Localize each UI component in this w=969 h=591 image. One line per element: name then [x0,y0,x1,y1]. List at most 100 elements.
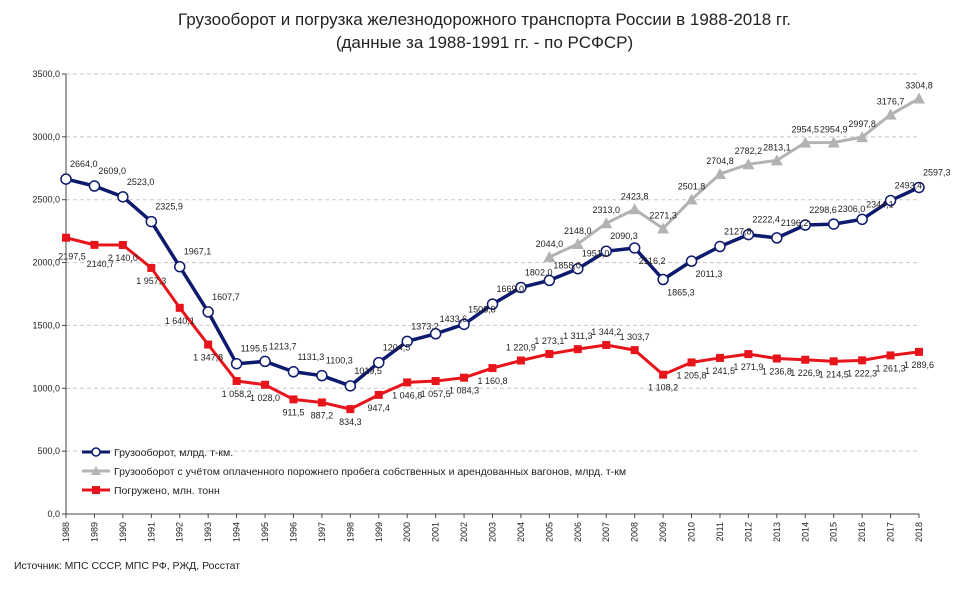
data-point [147,263,156,272]
x-tick-label: 2005 [544,522,554,542]
data-label: 2423,8 [621,191,649,201]
data-label: 1213,7 [269,341,297,351]
data-label: 2011,3 [696,269,723,279]
data-point [373,356,385,369]
data-point [515,281,527,294]
data-point [685,255,698,267]
data-label: 2704,8 [706,156,734,166]
data-point [602,341,611,350]
data-label: 1 108,2 [648,383,678,393]
legend-label: Грузооборот, млрд. т-км. [114,447,233,459]
data-label: 1 236,8 [762,367,792,377]
data-label: 2664,0 [70,159,98,169]
data-label: 2044,0 [536,239,564,249]
x-tick-label: 2011 [715,522,725,541]
x-tick-label: 2010 [687,522,697,542]
data-point [884,108,897,120]
x-tick-label: 2007 [601,522,611,542]
data-point [145,215,158,228]
data-label: 3304,8 [905,81,933,91]
data-label: 1 311,3 [563,331,592,341]
data-label: 1195,5 [241,344,268,354]
data-point [685,193,698,205]
data-label: 2493,4 [895,181,923,191]
y-tick-label: 1500,0 [32,320,60,330]
data-point [713,167,726,179]
data-label: 3176,7 [877,97,905,107]
data-label: 1 289,6 [904,360,934,370]
data-label: 1 957,3 [136,276,166,286]
data-point [572,262,584,275]
x-tick-label: 1990 [118,522,128,542]
x-tick-label: 1993 [203,522,213,542]
data-point [913,181,925,194]
data-label: 2196,2 [781,218,809,228]
data-point [600,217,613,229]
data-label: 1802,0 [525,267,553,277]
data-point [88,180,101,192]
legend-label: Погружено, млн. тонн [114,485,220,497]
x-tick-label: 2014 [800,522,810,542]
data-label: 2501,8 [678,181,706,191]
data-label: 2782,2 [735,146,763,156]
data-label: 2090,3 [610,231,638,241]
data-label: 1 271,9 [733,362,763,372]
data-point [259,355,271,368]
data-label: 1019,5 [354,366,382,376]
x-tick-label: 2009 [658,522,668,542]
data-label: 1 046,8 [392,390,422,400]
data-label: 947,4 [368,403,391,413]
data-point [772,354,781,363]
data-label: 1 160,8 [477,376,507,386]
data-point [600,245,612,257]
source-note: Источник: МПС СССР, МПС РФ, РЖД, Росстат [14,560,241,572]
data-label: 1 028,0 [250,393,280,403]
x-tick-label: 2017 [886,522,896,542]
data-label: 1 084,3 [449,386,479,396]
legend-marker [92,486,100,494]
x-tick-label: 2013 [772,522,782,542]
data-point [628,242,641,254]
data-point [742,158,755,170]
x-tick-label: 2001 [431,522,441,542]
x-tick-label: 1992 [175,522,185,542]
data-point [431,377,440,386]
data-label: 1 344,2 [591,327,621,337]
x-tick-label: 1996 [288,522,298,542]
data-point [799,219,812,231]
x-tick-label: 2018 [914,522,924,542]
data-label: 1433,6 [440,314,468,324]
data-label: 1100,3 [326,356,353,366]
series-line [548,97,920,259]
data-point [884,194,897,207]
data-label: 2222,4 [752,215,780,225]
data-point [799,136,812,148]
x-tick-label: 2006 [573,522,583,542]
data-label: 2298,6 [809,205,837,215]
data-label: 1204,5 [383,343,411,353]
x-tick-label: 2004 [516,522,526,542]
data-label: 2609,0 [98,166,126,176]
data-label: 1669,0 [497,284,525,294]
data-point [289,395,298,404]
data-point [60,173,72,185]
y-tick-label: 3000,0 [32,132,60,142]
data-point [175,303,184,312]
data-point [827,218,840,230]
legend-marker [91,447,101,457]
data-label: 2197,5 [58,252,86,262]
data-label: 1865,3 [667,288,695,298]
data-label: 2116,2 [639,256,666,266]
x-tick-label: 1997 [317,522,327,542]
data-point [232,376,241,385]
data-point [458,318,470,331]
data-point [545,349,554,358]
x-tick-label: 1991 [146,522,156,542]
data-point [429,328,442,340]
data-label: 2597,3 [923,167,951,177]
data-label: 1 222,3 [847,368,877,378]
data-label: 2954,9 [820,125,848,135]
x-tick-label: 2002 [459,522,469,542]
data-point [202,306,214,318]
